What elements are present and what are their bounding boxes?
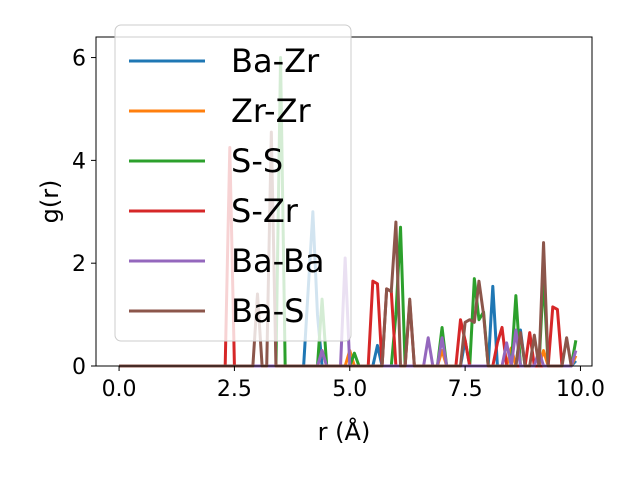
x-axis-label: r (Å) xyxy=(318,417,371,446)
y-tick-label: 0 xyxy=(72,355,86,380)
legend-label-2: S-S xyxy=(231,142,283,180)
y-axis-label: g(r) xyxy=(36,180,64,224)
legend-label-5: Ba-S xyxy=(231,292,304,330)
y-axis-ticks: 0 2 4 6 xyxy=(72,47,96,380)
y-tick-label: 6 xyxy=(72,47,86,72)
x-tick-label: 10.0 xyxy=(556,377,605,402)
x-tick-label: 5.0 xyxy=(332,377,367,402)
x-tick-label: 0.0 xyxy=(102,377,137,402)
y-tick-label: 4 xyxy=(72,149,86,174)
y-tick-label: 2 xyxy=(72,252,86,277)
x-axis-ticks: 0.0 2.5 5.0 7.5 10.0 xyxy=(102,366,605,402)
legend-label-4: Ba-Ba xyxy=(231,242,325,280)
legend-label-0: Ba-Zr xyxy=(231,42,320,80)
x-tick-label: 7.5 xyxy=(448,377,483,402)
x-tick-label: 2.5 xyxy=(217,377,252,402)
legend: Ba-Zr Zr-Zr S-S S-Zr Ba-Ba Ba-S xyxy=(114,24,352,342)
legend-label-3: S-Zr xyxy=(231,192,299,230)
legend-label-1: Zr-Zr xyxy=(231,92,312,130)
